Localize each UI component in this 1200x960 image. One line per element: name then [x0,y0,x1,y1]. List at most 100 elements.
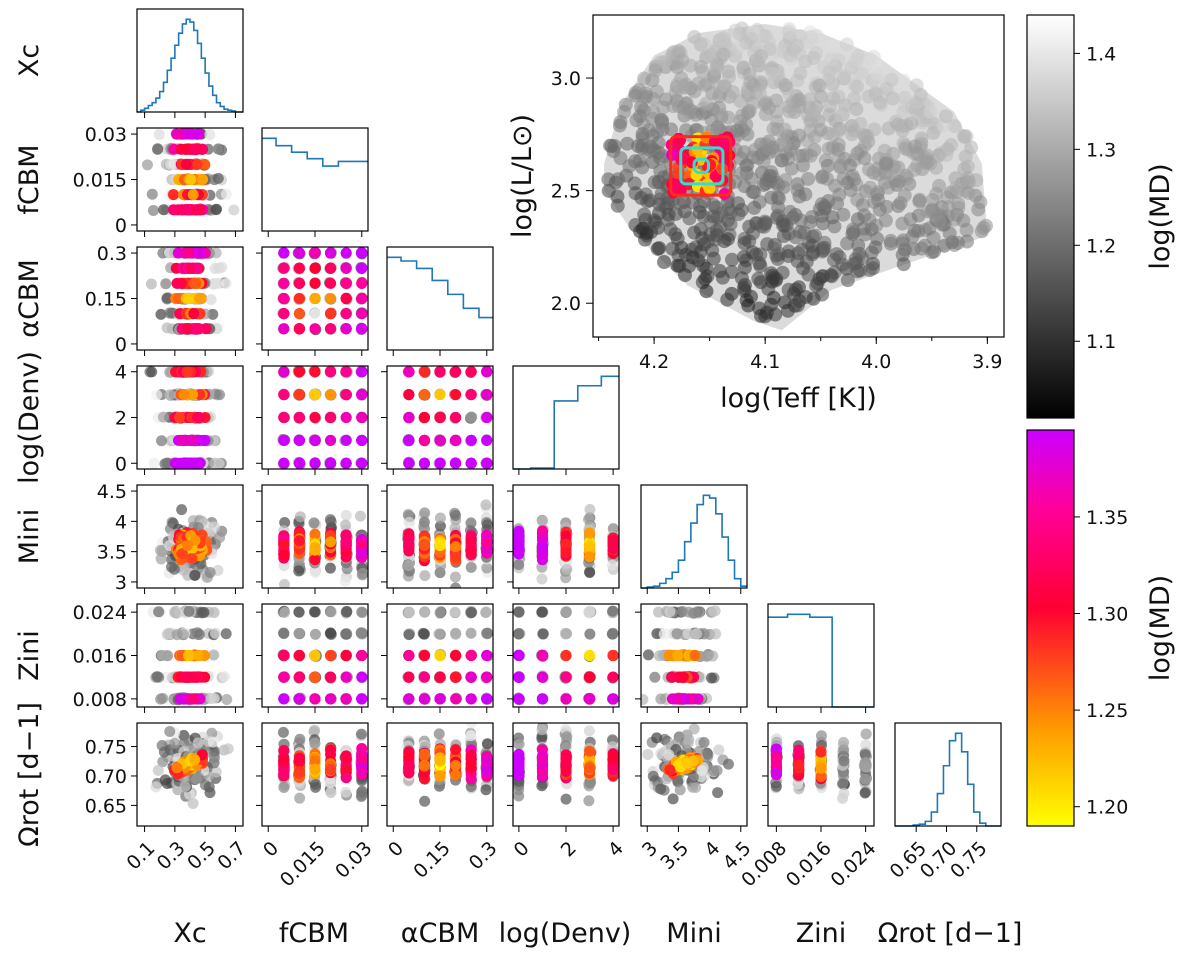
grey-model-point [207,308,219,320]
panel-frame [136,722,244,827]
grey-model-point [480,784,492,796]
hot-model-point [513,650,525,661]
hot-model-point [584,527,596,539]
hot-model-point [309,457,321,469]
grey-model-point [513,559,525,571]
scatter-panel-Xc-vs-Zini [136,603,244,708]
grey-model-point [340,519,352,531]
hot-model-point [560,530,572,542]
hot-model-point [584,671,596,683]
hot-model-point [418,750,430,762]
hist-frame [136,8,244,113]
hot-model-point [418,434,430,446]
grey-model-point [537,628,549,640]
grey-model-point [308,517,320,529]
hot-model-point [187,389,199,401]
grey-model-point [277,726,289,738]
grey-model-point [179,780,191,792]
hist-background [137,9,243,112]
grey-model-point [293,606,305,618]
grey-model-point [212,172,224,184]
hot-model-point [536,650,548,661]
hot-model-point [465,759,477,771]
hot-model-point [513,671,525,683]
grey-model-point [207,736,219,748]
hot-model-point [278,671,290,683]
hot-model-point [403,389,415,401]
grey-model-point [187,797,199,809]
hot-model-point [340,247,352,259]
hot-model-point [340,366,352,378]
hot-model-point [403,766,415,778]
hot-model-point [187,189,199,201]
grey-model-point [465,730,477,742]
grey-model-point [146,188,158,200]
hot-model-point [356,366,368,378]
hot-model-point [465,457,477,469]
grey-model-point [560,793,572,805]
hot-model-point [481,434,493,446]
grey-model-point [161,457,173,469]
grey-model-point [536,515,548,527]
grey-model-point [155,553,167,565]
hot-model-point [181,323,193,335]
grey-model-point [157,756,169,768]
grey-model-point [465,627,477,639]
hot-model-point [481,650,493,661]
hot-model-point [293,457,305,469]
hot-model-point [689,650,701,661]
grey-model-point [324,514,336,526]
grey-model-point [434,520,446,532]
hot-model-point [182,247,194,259]
hot-model-point [325,308,337,320]
hot-model-point [325,323,337,335]
hot-model-point [465,671,477,683]
hot-model-point [309,366,321,378]
hot-model-point [450,366,462,378]
grey-model-point [340,509,352,521]
hot-model-point [173,412,185,423]
hot-model-point [309,293,321,304]
hot-model-point [536,554,548,566]
hot-model-point [325,434,337,446]
hot-model-point [356,293,368,304]
grey-model-point [642,749,654,761]
hot-model-point [434,457,446,469]
hot-model-point [278,389,290,401]
hot-model-point [418,538,430,550]
hot-model-point [481,671,493,683]
grey-model-point [450,509,462,521]
hot-model-point [180,158,192,170]
grey-model-point [561,563,573,575]
hot-model-point [465,366,477,378]
hot-model-point [356,671,368,683]
grey-model-point [309,628,321,640]
hist-frame [640,484,748,589]
histogram-step-line [387,256,493,319]
hot-model-point [403,671,415,683]
hot-model-point [180,143,192,155]
grey-model-point [169,737,181,749]
grey-model-point [196,607,208,619]
hot-model-point [434,770,446,782]
hot-model-point [181,366,193,378]
hot-model-point [340,323,352,335]
hot-model-point [325,650,337,661]
hot-model-point [513,543,525,555]
hot-model-point [278,549,290,561]
hot-model-point [325,262,337,274]
hot-model-point [182,293,194,304]
grey-model-point [161,322,173,334]
hot-model-point [679,693,691,705]
grey-model-point [176,504,188,516]
hot-model-point [309,262,321,274]
hot-model-point [189,754,201,766]
grey-model-point [708,605,720,617]
grey-model-point [403,629,415,641]
scatter-panel-aCBM-vs-Denv [386,365,494,470]
grey-model-point [434,512,446,524]
grey-model-point [204,129,216,141]
hot-model-point [180,128,192,140]
grey-model-point [663,749,675,761]
hot-model-point [403,412,415,423]
